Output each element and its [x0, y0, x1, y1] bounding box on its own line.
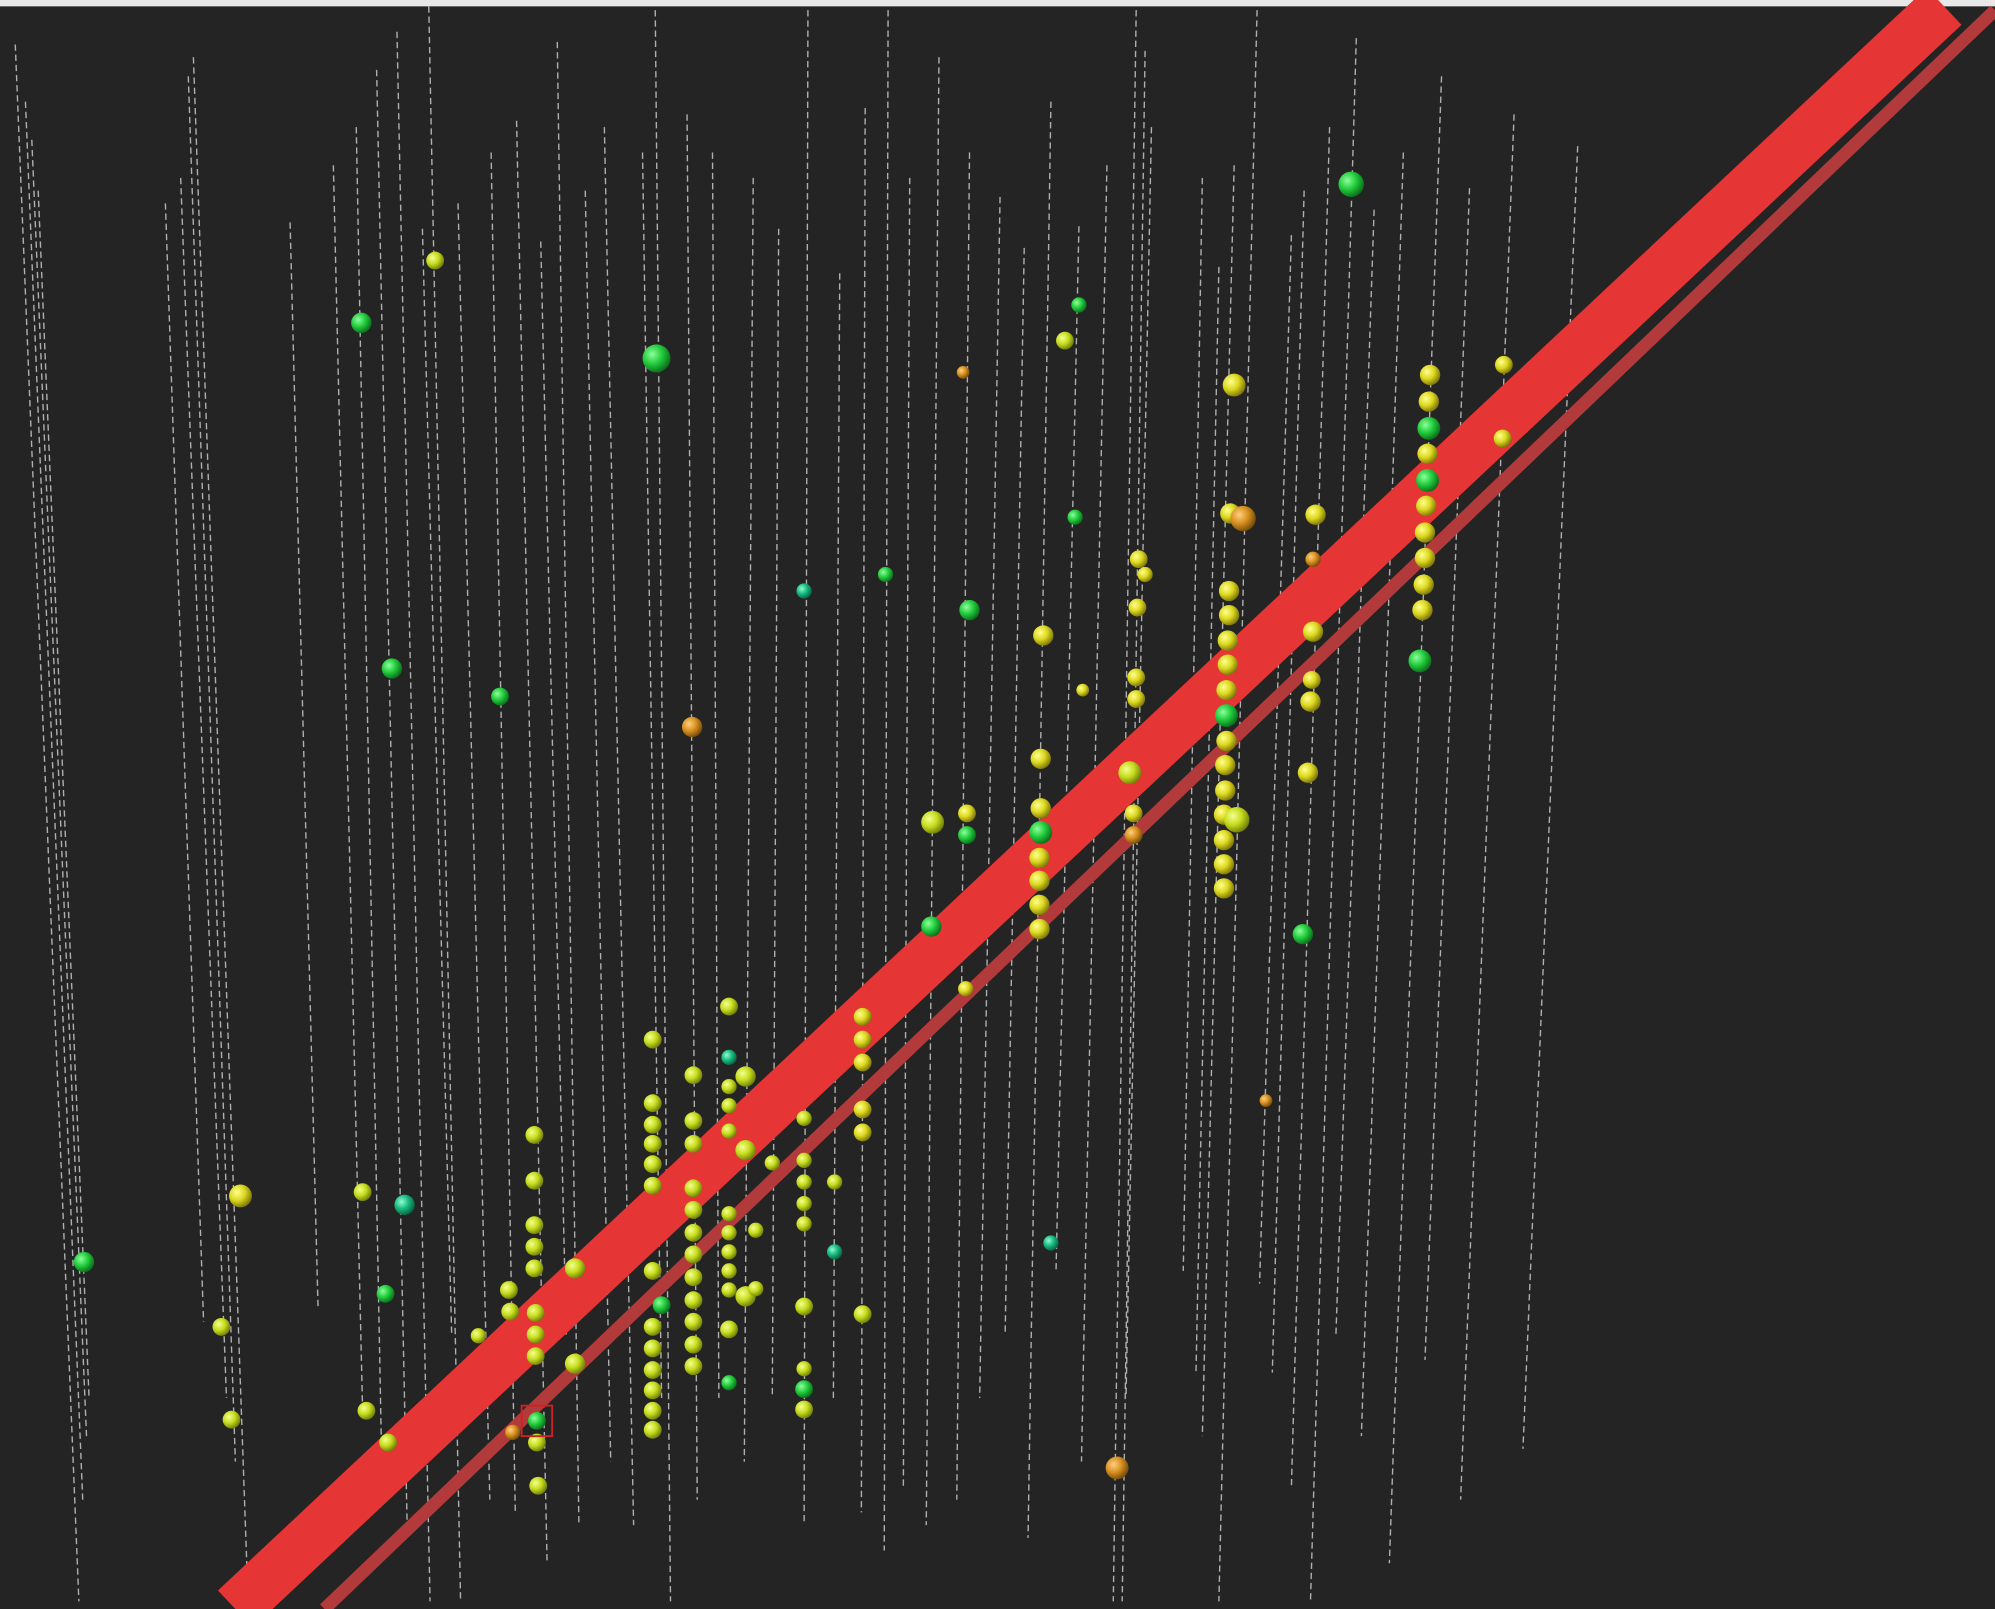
event-display — [0, 0, 1995, 1609]
top-border — [0, 0, 1995, 6]
page: Event display {} html, body { margin: 0;… — [0, 0, 1995, 1609]
body — [0, 0, 1995, 1609]
